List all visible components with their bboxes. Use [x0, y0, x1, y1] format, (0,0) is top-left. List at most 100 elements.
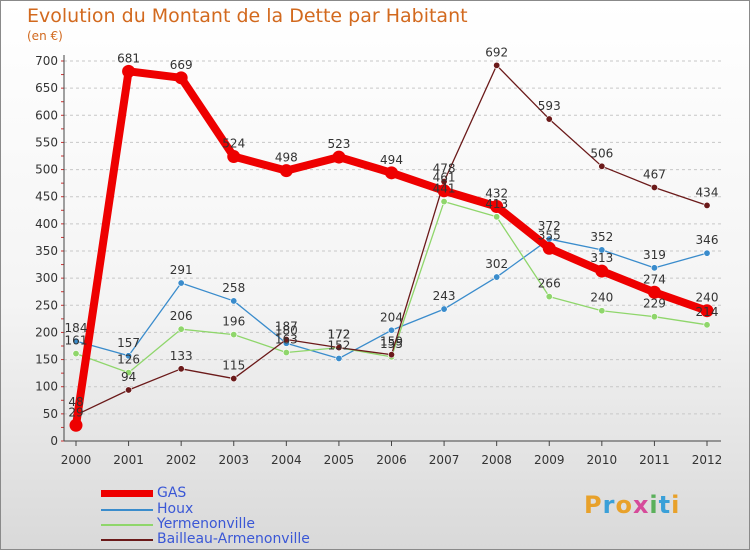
data-label: 692 — [485, 45, 508, 59]
y-tick-label: 150 — [35, 353, 58, 367]
data-point — [598, 307, 606, 315]
data-label: 434 — [696, 185, 719, 199]
y-tick-label: 700 — [35, 54, 58, 68]
data-label: 126 — [117, 353, 140, 367]
data-point — [703, 201, 711, 209]
data-label: 152 — [327, 338, 350, 352]
x-tick-label: 2005 — [324, 453, 355, 467]
data-point — [122, 64, 136, 78]
y-tick-label: 50 — [43, 407, 58, 421]
data-point — [440, 305, 448, 313]
y-tick-label: 400 — [35, 217, 58, 231]
data-label: 229 — [643, 297, 666, 311]
axes: 0 50 100 150 200 250 300 350 400 450 500 550 600 650 7… — [35, 54, 722, 467]
data-label: 524 — [222, 137, 245, 151]
data-point — [332, 150, 346, 164]
data-label: 372 — [538, 219, 561, 233]
data-label: 214 — [696, 305, 719, 319]
data-point — [437, 184, 451, 198]
data-label: 29 — [68, 405, 83, 419]
data-label: 478 — [433, 162, 456, 176]
data-point — [650, 183, 658, 191]
data-point — [335, 344, 343, 352]
data-point — [177, 365, 185, 373]
data-point — [279, 164, 293, 178]
data-label: 467 — [643, 167, 666, 181]
data-label: 291 — [170, 263, 193, 277]
data-label: 266 — [538, 277, 561, 291]
y-tick-label: 550 — [35, 135, 58, 149]
logo-letter: o — [615, 491, 633, 519]
data-point — [282, 349, 290, 357]
data-point — [545, 115, 553, 123]
unit-label: (en €) — [27, 29, 63, 43]
x-tick-label: 2009 — [534, 453, 565, 467]
legend-swatch — [101, 539, 153, 541]
y-tick-label: 500 — [35, 163, 58, 177]
x-tick-label: 2010 — [587, 453, 618, 467]
data-point — [650, 264, 658, 272]
data-point — [595, 264, 609, 278]
data-label: 274 — [643, 272, 666, 286]
x-tick-label: 2008 — [481, 453, 512, 467]
data-label: 593 — [538, 99, 561, 113]
y-tick-label: 450 — [35, 190, 58, 204]
data-label: 494 — [380, 153, 403, 167]
data-label: 157 — [117, 336, 140, 350]
data-label: 204 — [380, 310, 403, 324]
data-point — [440, 198, 448, 206]
data-label: 441 — [433, 182, 456, 196]
legend-label: Yermenonville — [157, 516, 255, 532]
data-label: 346 — [696, 233, 719, 247]
y-tick-label: 650 — [35, 81, 58, 95]
data-label: 240 — [590, 291, 613, 305]
data-point — [703, 249, 711, 257]
data-label: 172 — [327, 328, 350, 342]
x-tick-label: 2001 — [113, 453, 144, 467]
data-point — [72, 337, 80, 345]
data-label: 159 — [380, 335, 403, 349]
data-point — [703, 321, 711, 329]
data-label: 172 — [327, 328, 350, 342]
data-label: 506 — [590, 146, 613, 160]
y-tick-label: 350 — [35, 244, 58, 258]
data-label: 163 — [275, 333, 298, 347]
data-label: 155 — [380, 337, 403, 351]
legend-swatch — [101, 490, 153, 497]
data-point — [493, 213, 501, 221]
data-point — [647, 285, 661, 299]
y-tick-label: 0 — [50, 434, 58, 448]
logo-letter: t — [658, 491, 672, 519]
y-tick-label: 100 — [35, 380, 58, 394]
data-point — [227, 150, 241, 164]
chart-title: Evolution du Montant de la Dette par Hab… — [27, 5, 468, 27]
data-point — [125, 386, 133, 394]
x-tick-label: 2007 — [429, 453, 460, 467]
data-point — [125, 369, 133, 377]
x-tick-label: 2004 — [271, 453, 302, 467]
logo-letter: x — [632, 491, 650, 519]
logo-letter: i — [671, 491, 681, 519]
data-label: 413 — [485, 197, 508, 211]
data-point — [387, 326, 395, 334]
data-label: 461 — [433, 171, 456, 185]
legend-label: Bailleau-Armenonville — [157, 531, 310, 547]
x-tick-label: 2012 — [692, 453, 723, 467]
data-point — [230, 375, 238, 383]
data-label: 187 — [275, 319, 298, 333]
data-labels: 184 157 291 258 180 152 204 243 302 372 352 319 346 1… — [65, 45, 719, 419]
y-tick-label: 250 — [35, 298, 58, 312]
x-tick-label: 2003 — [218, 453, 249, 467]
grid — [64, 60, 721, 442]
data-point — [174, 71, 188, 85]
data-label: 133 — [170, 349, 193, 363]
data-point — [72, 350, 80, 358]
data-point — [598, 246, 606, 254]
data-point — [335, 354, 343, 362]
data-label: 302 — [485, 257, 508, 271]
logo-letter: i — [649, 491, 659, 519]
data-label: 115 — [222, 359, 245, 373]
data-label: 319 — [643, 248, 666, 262]
data-point — [493, 273, 501, 281]
